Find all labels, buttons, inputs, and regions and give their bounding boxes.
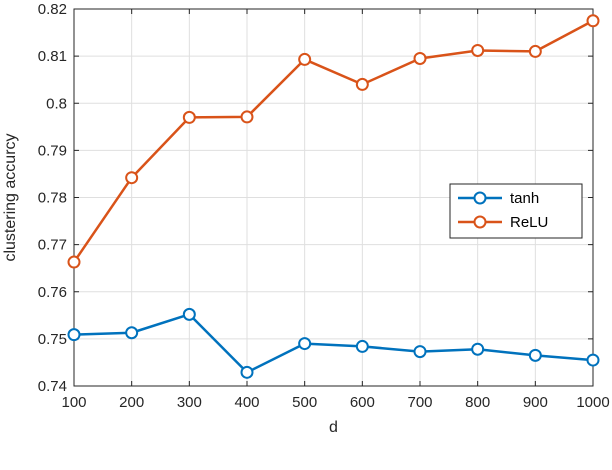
data-point-relu — [125, 171, 139, 185]
y-tick-labels: 0.74 0.75 0.76 0.77 0.78 0.79 0.8 0.81 0.82 — [38, 1, 67, 395]
data-point-relu — [413, 51, 427, 65]
series-line-relu — [72, 19, 594, 263]
x-tick-labels: 100 200 300 400 500 600 700 800 900 1000 — [61, 394, 609, 411]
data-point-tanh — [355, 339, 369, 353]
data-point-tanh — [67, 328, 81, 342]
legend: tanh ReLU — [449, 183, 583, 239]
x-tick-label: 500 — [292, 394, 317, 411]
series-tanh — [67, 307, 600, 379]
y-tick-label: 0.75 — [38, 331, 67, 348]
y-tick-label: 0.8 — [46, 95, 67, 112]
x-tick-label: 900 — [523, 394, 548, 411]
x-tick-label: 200 — [119, 394, 144, 411]
y-tick-label: 0.82 — [38, 1, 67, 18]
y-tick-label: 0.76 — [38, 284, 67, 301]
legend-box — [449, 183, 583, 239]
y-tick-label: 0.78 — [38, 190, 67, 207]
data-point-relu — [67, 255, 81, 269]
x-tick-label: 400 — [234, 394, 259, 411]
legend-entry-tanh: tanh — [458, 190, 539, 207]
data-point-tanh — [125, 326, 139, 340]
data-point-relu — [240, 110, 254, 124]
data-point-relu — [355, 77, 369, 91]
data-point-tanh — [586, 353, 600, 367]
data-point-tanh — [413, 345, 427, 359]
x-tick-label: 700 — [407, 394, 432, 411]
data-point-relu — [298, 52, 312, 66]
data-point-relu — [586, 14, 600, 28]
legend-swatch-marker — [473, 215, 487, 229]
x-tick-label: 600 — [350, 394, 375, 411]
data-point-relu — [528, 44, 542, 58]
x-tick-label: 800 — [465, 394, 490, 411]
series-layer — [67, 14, 600, 379]
y-tick-label: 0.77 — [38, 237, 67, 254]
data-point-tanh — [240, 365, 254, 379]
data-point-tanh — [528, 348, 542, 362]
data-point-tanh — [298, 337, 312, 351]
data-point-tanh — [182, 307, 196, 321]
x-tick-label: 100 — [61, 394, 86, 411]
x-axis-label: d — [329, 419, 338, 436]
legend-swatch-marker — [473, 191, 487, 205]
y-tick-label: 0.79 — [38, 142, 67, 159]
y-axis-label: clustering accurcy — [2, 133, 19, 261]
data-point-relu — [471, 43, 485, 57]
x-tick-label: 1000 — [576, 394, 609, 411]
y-tick-label: 0.81 — [38, 48, 67, 65]
legend-entry-relu: ReLU — [458, 214, 548, 231]
data-point-relu — [182, 110, 196, 124]
legend-label: tanh — [510, 190, 539, 207]
y-tick-label: 0.74 — [38, 378, 67, 395]
series-relu — [67, 14, 600, 269]
series-line-tanh — [73, 313, 594, 374]
tick-marks — [73, 8, 594, 387]
legend-label: ReLU — [510, 214, 548, 231]
data-point-tanh — [471, 342, 485, 356]
x-tick-label: 300 — [177, 394, 202, 411]
